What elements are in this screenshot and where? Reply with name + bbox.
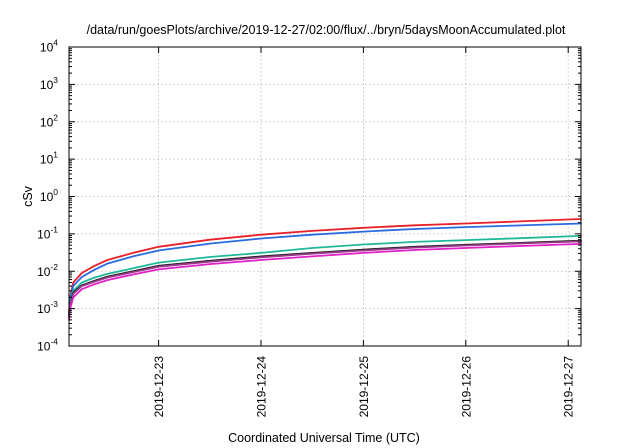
- grid: [69, 47, 581, 346]
- series-group: [68, 218, 582, 321]
- y-tick-labels: 10-4 10-3 10-2 10-1 100 101 102 103 104: [37, 38, 58, 354]
- series-line-1: [68, 218, 582, 314]
- y-tick-label: 103: [40, 75, 58, 92]
- chart-title: /data/run/goesPlots/archive/2019-12-27/0…: [87, 23, 566, 37]
- y-axis-label: cSv: [21, 185, 35, 207]
- y-tick-label: 100: [40, 187, 58, 204]
- y-tick-label: 10-2: [37, 262, 58, 279]
- x-tick-label: 2019-12-26: [459, 356, 473, 418]
- x-tick-label: 2019-12-24: [255, 356, 269, 418]
- series-line-2: [68, 222, 582, 316]
- y-tick-label: 10-4: [37, 337, 58, 354]
- x-tick-label: 2019-12-25: [357, 356, 371, 418]
- y-tick-label: 10-3: [37, 299, 58, 316]
- y-tick-label: 104: [40, 38, 58, 55]
- series-line-6: [68, 242, 582, 321]
- y-tick-label: 101: [40, 150, 58, 167]
- y-tick-label: 10-1: [37, 224, 58, 241]
- axis-ticks: [69, 46, 581, 347]
- x-tick-label: 2019-12-27: [562, 356, 576, 418]
- x-tick-label: 2019-12-23: [152, 356, 166, 418]
- series-line-5: [68, 240, 582, 318]
- series-line-3: [68, 234, 582, 316]
- x-tick-labels: 2019-12-23 2019-12-24 2019-12-25 2019-12-26…: [152, 356, 576, 418]
- x-axis-label: Coordinated Universal Time (UTC): [228, 431, 420, 445]
- y-tick-label: 102: [40, 112, 58, 129]
